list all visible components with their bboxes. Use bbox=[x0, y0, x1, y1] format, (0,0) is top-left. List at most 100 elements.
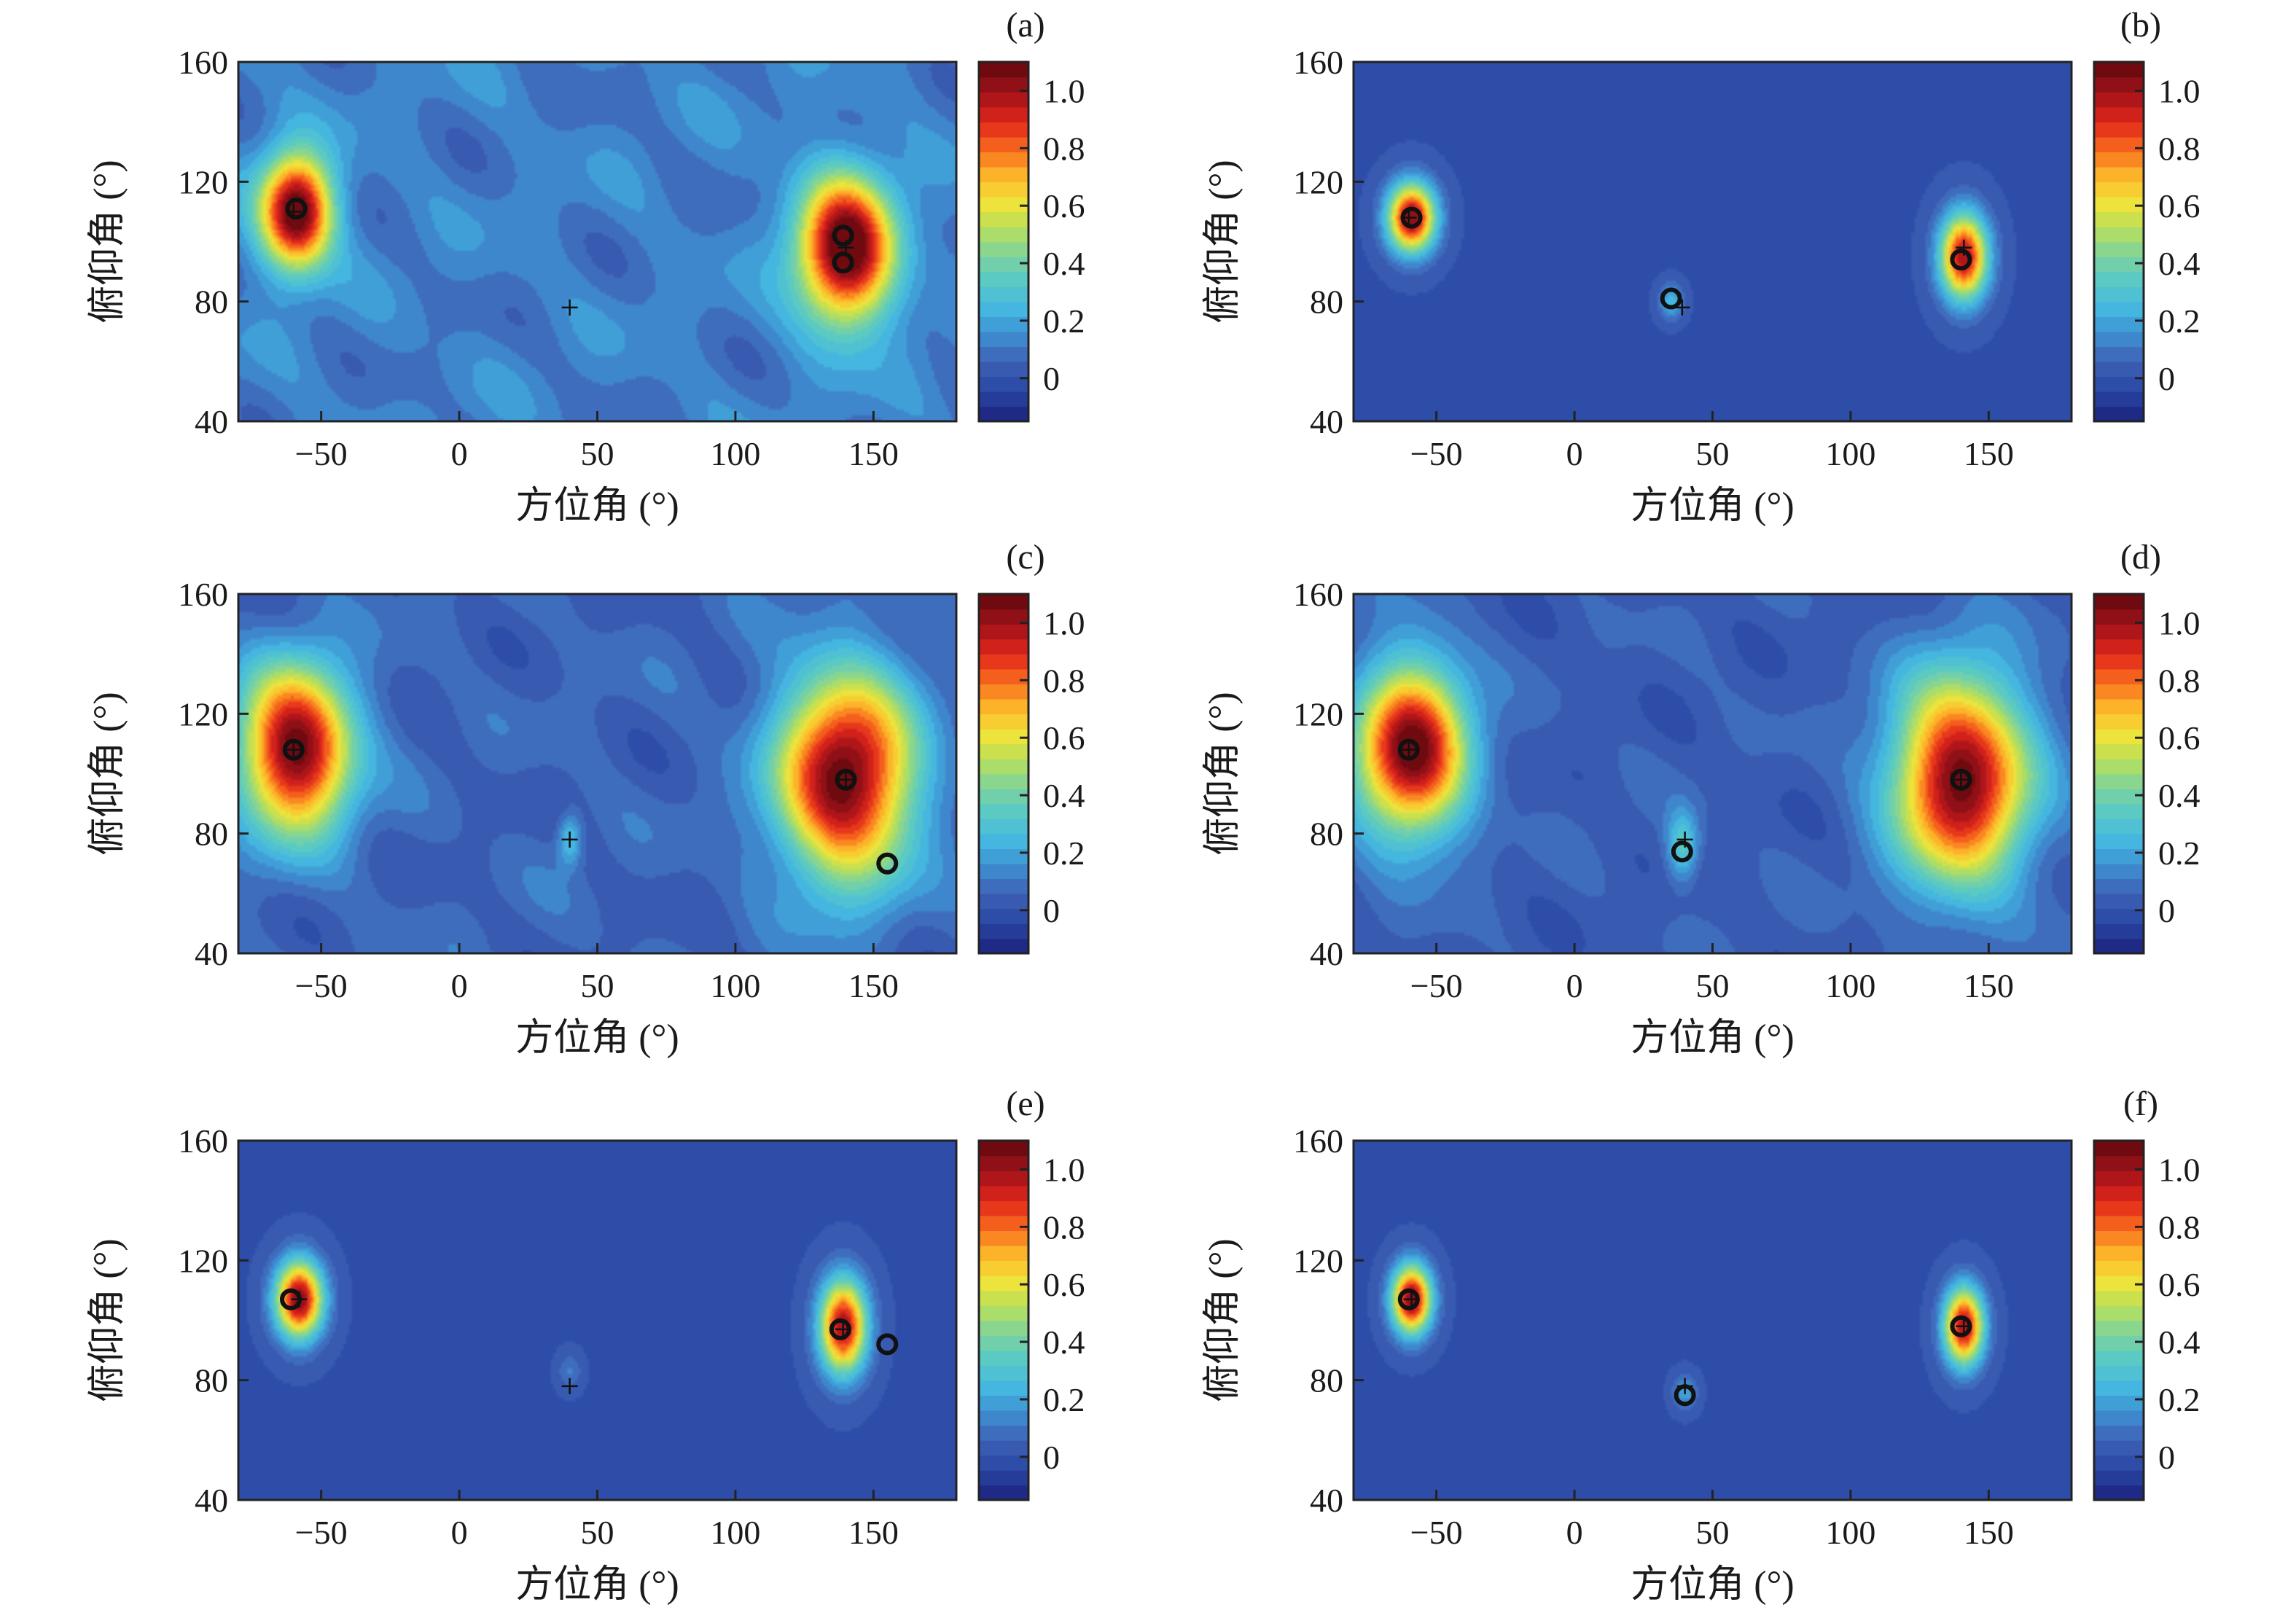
colorbar-frame bbox=[977, 1139, 1030, 1501]
colorbar-segment bbox=[979, 226, 1028, 243]
x-tick-label: 0 bbox=[1566, 1514, 1583, 1551]
colorbar-frame bbox=[2093, 1139, 2145, 1501]
colorbar-segment bbox=[2094, 181, 2144, 198]
x-tick-label: 150 bbox=[1964, 967, 2014, 1004]
colorbar-segment bbox=[2094, 376, 2144, 392]
colorbar: 0 0.2 0.4 0.6 0.8 1.0 bbox=[977, 60, 1085, 423]
x-axis-label: 方位角 (°) bbox=[515, 1564, 679, 1606]
colorbar-segment bbox=[2094, 698, 2144, 715]
colorbar-segment bbox=[979, 654, 1028, 670]
colorbar-segment bbox=[979, 714, 1028, 730]
colorbar-segment bbox=[2094, 594, 2144, 610]
colorbar-segment bbox=[2094, 361, 2144, 378]
colorbar-segment bbox=[2094, 938, 2144, 954]
estimate-marker bbox=[1397, 1288, 1420, 1310]
colorbar-segment bbox=[2094, 789, 2144, 805]
x-tick-label: 0 bbox=[451, 435, 468, 472]
colorbar-frame bbox=[2093, 60, 2145, 423]
colorbar-tick-label: 1.0 bbox=[1043, 72, 1085, 109]
colorbar-segment bbox=[979, 286, 1028, 302]
colorbar-frame bbox=[977, 60, 1030, 423]
y-tick-label: 120 bbox=[178, 1242, 228, 1279]
x-tick-label: 50 bbox=[1696, 1514, 1730, 1551]
y-tick-label: 40 bbox=[195, 1482, 228, 1519]
colorbar-tick-label: 1.0 bbox=[2158, 72, 2201, 109]
colorbar-segment bbox=[2094, 122, 2144, 138]
colorbar-segment bbox=[979, 1439, 1028, 1456]
colorbar-segment bbox=[979, 1335, 1028, 1351]
colorbar-segment bbox=[979, 818, 1028, 835]
panel-b: −50 0 50 100 150 40 80 120 160 方位角 (°) 俯仰角 (°) (b) 0… bbox=[1202, 6, 2201, 527]
x-tick-label: 50 bbox=[581, 435, 614, 472]
x-axis-label: 方位角 (°) bbox=[1631, 485, 1794, 527]
true-source-marker bbox=[561, 1378, 578, 1394]
colorbar-segment bbox=[2094, 62, 2144, 78]
panel-label: (c) bbox=[1006, 538, 1044, 577]
colorbar-segment bbox=[2094, 668, 2144, 685]
colorbar-segment bbox=[2094, 1335, 2144, 1351]
x-tick-label: 0 bbox=[451, 1514, 468, 1551]
colorbar-segment bbox=[2094, 1141, 2144, 1157]
x-tick-label: 150 bbox=[1964, 1514, 2014, 1551]
panel-e: −50 0 50 100 150 40 80 120 160 方位角 (°) 俯仰角 (°) (e) 0… bbox=[87, 1085, 1085, 1606]
colorbar-segment bbox=[979, 361, 1028, 378]
estimate-marker bbox=[829, 1318, 851, 1340]
colorbar-tick-label: 0.2 bbox=[1043, 302, 1085, 340]
colorbar-segment bbox=[979, 863, 1028, 880]
true-source-marker bbox=[1953, 771, 1969, 788]
estimate-marker bbox=[282, 738, 305, 761]
x-tick-label: −50 bbox=[295, 435, 348, 472]
colorbar-tick-label: 0.4 bbox=[2158, 245, 2201, 282]
estimate-marker bbox=[1660, 287, 1682, 310]
colorbar-segment bbox=[2094, 1380, 2144, 1396]
colorbar-segment bbox=[979, 346, 1028, 362]
colorbar-segment bbox=[979, 743, 1028, 759]
colorbar-segment bbox=[2094, 1455, 2144, 1471]
colorbar-segment bbox=[979, 1469, 1028, 1486]
estimate-marker bbox=[1671, 840, 1693, 863]
colorbar-tick-label: 0.8 bbox=[1043, 1208, 1085, 1246]
y-axis-label: 俯仰角 (°) bbox=[87, 692, 128, 855]
y-tick-label: 80 bbox=[1310, 284, 1343, 321]
colorbar-segment bbox=[2094, 1320, 2144, 1336]
estimate-marker bbox=[876, 852, 899, 875]
colorbar-segment bbox=[979, 136, 1028, 153]
estimate-marker bbox=[1950, 768, 1972, 791]
y-tick-label: 80 bbox=[195, 284, 228, 321]
colorbar-segment bbox=[979, 1365, 1028, 1381]
colorbar-segment bbox=[2094, 893, 2144, 910]
colorbar-tick-label: 0.8 bbox=[2158, 1208, 2201, 1246]
colorbar-segment bbox=[979, 92, 1028, 108]
x-tick-label: 100 bbox=[1825, 1514, 1875, 1551]
colorbar-segment bbox=[2094, 923, 2144, 939]
x-tick-label: 50 bbox=[1696, 435, 1730, 472]
x-tick-label: 150 bbox=[848, 435, 899, 472]
y-tick-label: 120 bbox=[1293, 163, 1343, 200]
colorbar-segment bbox=[979, 181, 1028, 198]
x-tick-label: 100 bbox=[710, 967, 760, 1004]
colorbar-tick-label: 0.4 bbox=[1043, 777, 1085, 814]
x-tick-label: 50 bbox=[581, 1514, 614, 1551]
colorbar-segment bbox=[979, 271, 1028, 287]
colorbar-segment bbox=[2094, 1230, 2144, 1246]
colorbar-tick-label: 0.6 bbox=[2158, 187, 2201, 224]
colorbar-segment bbox=[979, 152, 1028, 168]
estimate-marker bbox=[1950, 1315, 1972, 1337]
colorbar-segment bbox=[979, 62, 1028, 78]
colorbar-segment bbox=[2094, 1290, 2144, 1306]
colorbar-segment bbox=[2094, 1185, 2144, 1201]
x-tick-label: −50 bbox=[1410, 967, 1463, 1004]
colorbar-segment bbox=[2094, 1215, 2144, 1232]
colorbar-segment bbox=[2094, 391, 2144, 407]
colorbar-segment bbox=[979, 77, 1028, 93]
panel-label: (a) bbox=[1006, 6, 1044, 44]
x-axis-label: 方位角 (°) bbox=[515, 485, 679, 527]
colorbar-tick-label: 0.4 bbox=[2158, 777, 2201, 814]
colorbar-segment bbox=[979, 257, 1028, 273]
colorbar-tick-label: 0.8 bbox=[2158, 662, 2201, 699]
colorbar-segment bbox=[2094, 803, 2144, 819]
colorbar-tick-label: 0.6 bbox=[2158, 1266, 2201, 1303]
panel-f: −50 0 50 100 150 40 80 120 160 方位角 (°) 俯仰角 (°) (f) 0… bbox=[1202, 1085, 2201, 1606]
y-tick-label: 120 bbox=[178, 695, 228, 732]
colorbar-segment bbox=[2094, 1200, 2144, 1216]
